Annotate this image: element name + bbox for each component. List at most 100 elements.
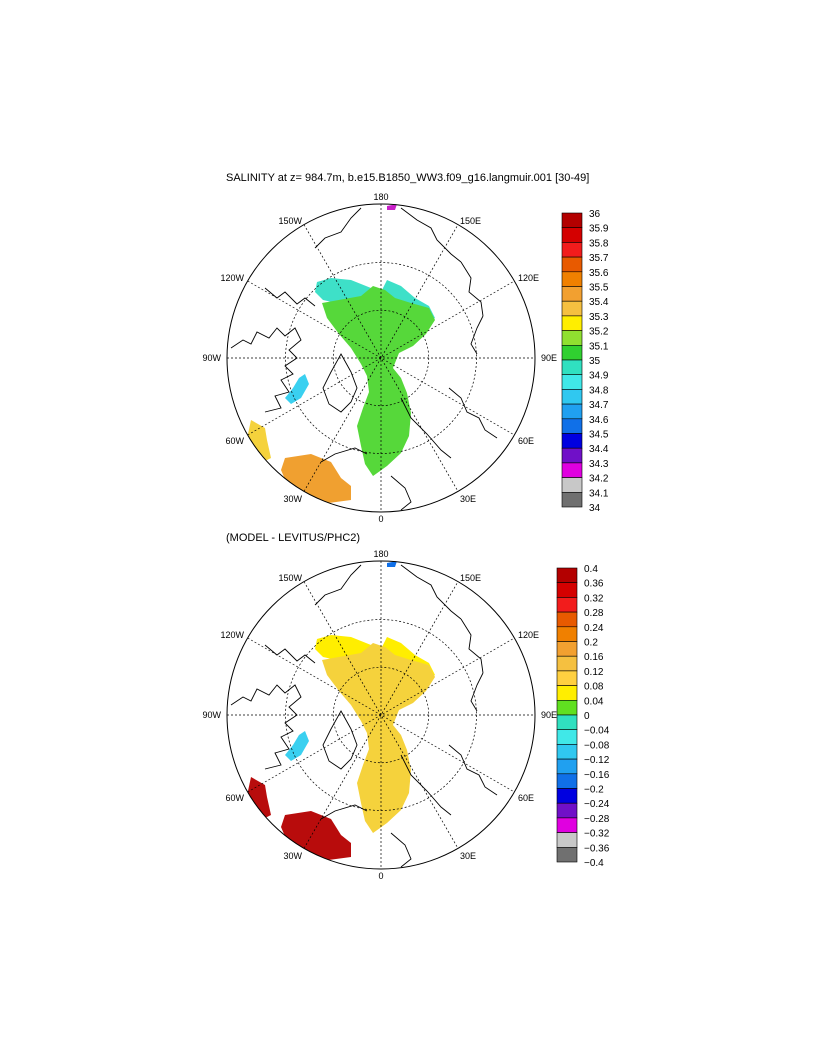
coastline <box>390 832 412 868</box>
colorbar-label: 35.8 <box>589 238 609 249</box>
coastline <box>314 207 362 249</box>
shade-region-central <box>322 286 435 476</box>
colorbar-swatch <box>556 699 578 716</box>
colorbar-swatch <box>556 597 578 613</box>
longitude-label-ll2: 30W <box>283 494 302 504</box>
longitude-label-right: 90E <box>541 710 557 720</box>
coastline <box>320 804 368 820</box>
colorbar-swatch <box>556 846 578 863</box>
colorbar-label: −0.08 <box>584 740 610 751</box>
colorbar-swatch <box>556 567 578 583</box>
colorbar-swatch <box>561 403 583 420</box>
colorbar-label: 36 <box>589 209 601 220</box>
longitude-label-ur1: 150E <box>460 216 481 226</box>
colorbar-swatch <box>561 286 583 302</box>
longitude-label-left: 90W <box>202 353 221 363</box>
longitude-label-ur1: 150E <box>460 573 481 583</box>
colorbar-swatch <box>561 447 583 464</box>
longitude-label-ul2: 120W <box>220 273 244 283</box>
colorbar-label: 0.12 <box>584 667 604 678</box>
colorbar-label: 34.4 <box>589 444 609 455</box>
coastline <box>448 744 498 796</box>
colorbar-swatch <box>556 758 578 775</box>
coastline <box>470 672 484 712</box>
longitude-line <box>303 581 459 849</box>
colorbar-swatch <box>561 374 583 390</box>
colorbar-label: 34 <box>589 503 601 514</box>
polar-map-0: 180 0 90W 90E 150W 120W 150E 120E 60W 30W 60E 30E <box>202 192 557 524</box>
colorbar-swatch <box>556 802 578 819</box>
colorbar-label: 34.3 <box>589 459 609 470</box>
colorbar-swatch <box>561 256 583 273</box>
shade-region-baffin <box>285 731 309 761</box>
longitude-label-lr2: 30E <box>460 851 476 861</box>
longitude-label-right: 90E <box>541 353 557 363</box>
coastline <box>230 327 302 413</box>
longitude-label-bottom: 0 <box>378 871 383 881</box>
coastline <box>314 564 362 606</box>
colorbar-label: 34.1 <box>589 488 609 499</box>
colorbar-label: −0.12 <box>584 755 610 766</box>
colorbar-label: 35.1 <box>589 341 609 352</box>
coastline <box>460 261 484 317</box>
colorbar-label: −0.2 <box>584 785 604 796</box>
colorbar-swatch <box>561 462 583 478</box>
colorbar-swatch <box>556 773 578 789</box>
longitude-label-ul2: 120W <box>220 630 244 640</box>
colorbar-label: 0.36 <box>584 579 604 590</box>
coastline <box>400 564 462 620</box>
longitude-label-lr1: 60E <box>518 793 534 803</box>
longitude-label-ur2: 120E <box>518 630 539 640</box>
longitude-label-ll1: 60W <box>225 793 244 803</box>
colorbar-label: 0.4 <box>584 564 598 575</box>
colorbar-label: 35.5 <box>589 283 609 294</box>
colorbar-label: −0.24 <box>584 799 610 810</box>
colorbar-swatch <box>561 389 583 405</box>
colorbar-swatch <box>556 832 578 848</box>
coastline <box>460 618 484 674</box>
shade-region-central <box>322 643 435 833</box>
colorbar-swatch <box>561 477 583 493</box>
colorbar-label: −0.28 <box>584 814 610 825</box>
colorbar-label: 35.2 <box>589 327 609 338</box>
longitude-label-left: 90W <box>202 710 221 720</box>
colorbar-label: −0.4 <box>584 858 604 869</box>
map-title-salinity: SALINITY at z= 984.7m, b.e15.B1850_WW3.f… <box>226 172 590 184</box>
colorbar-swatch <box>556 817 578 833</box>
colorbar-swatch <box>561 300 583 317</box>
coastline <box>390 475 412 511</box>
colorbar-0: 36 35.9 35.8 35.7 35.6 35.5 35.4 35.3 35.2 35.1 35… <box>561 209 609 514</box>
colorbar-label: 0.04 <box>584 696 604 707</box>
colorbar-swatch <box>561 418 583 434</box>
colorbar-swatch <box>556 641 578 657</box>
colorbar-label: 35.3 <box>589 312 609 323</box>
coastline <box>448 387 498 439</box>
colorbar-label: 34.5 <box>589 430 609 441</box>
colorbar-swatch <box>556 655 578 672</box>
shade-region-baffin <box>285 374 309 404</box>
shade-region-labrador <box>245 777 271 819</box>
colorbar-swatch <box>556 626 578 642</box>
coastline <box>322 353 358 413</box>
colorbar-label: 34.9 <box>589 371 609 382</box>
colorbar-label: 34.7 <box>589 400 609 411</box>
colorbar-label: 0.16 <box>584 652 604 663</box>
coastline <box>230 684 302 770</box>
coastline <box>400 207 462 263</box>
colorbar-swatch <box>561 359 583 375</box>
longitude-label-ul1: 150W <box>278 216 302 226</box>
colorbar-label: 35.7 <box>589 253 609 264</box>
coastline <box>322 710 358 770</box>
coastline <box>470 315 484 355</box>
longitude-label-top: 180 <box>373 549 388 559</box>
colorbar-label: 0.28 <box>584 608 604 619</box>
colorbar-swatch <box>561 433 583 449</box>
coastline <box>320 447 368 463</box>
colorbar-swatch <box>556 582 578 598</box>
shade-region-labrador <box>245 420 271 462</box>
colorbar-label: 34.2 <box>589 474 609 485</box>
map-title-difference: (MODEL - LEVITUS/PHC2) <box>226 532 361 544</box>
colorbar-label: 0.24 <box>584 623 604 634</box>
longitude-label-lr2: 30E <box>460 494 476 504</box>
colorbar-swatch <box>561 242 583 258</box>
